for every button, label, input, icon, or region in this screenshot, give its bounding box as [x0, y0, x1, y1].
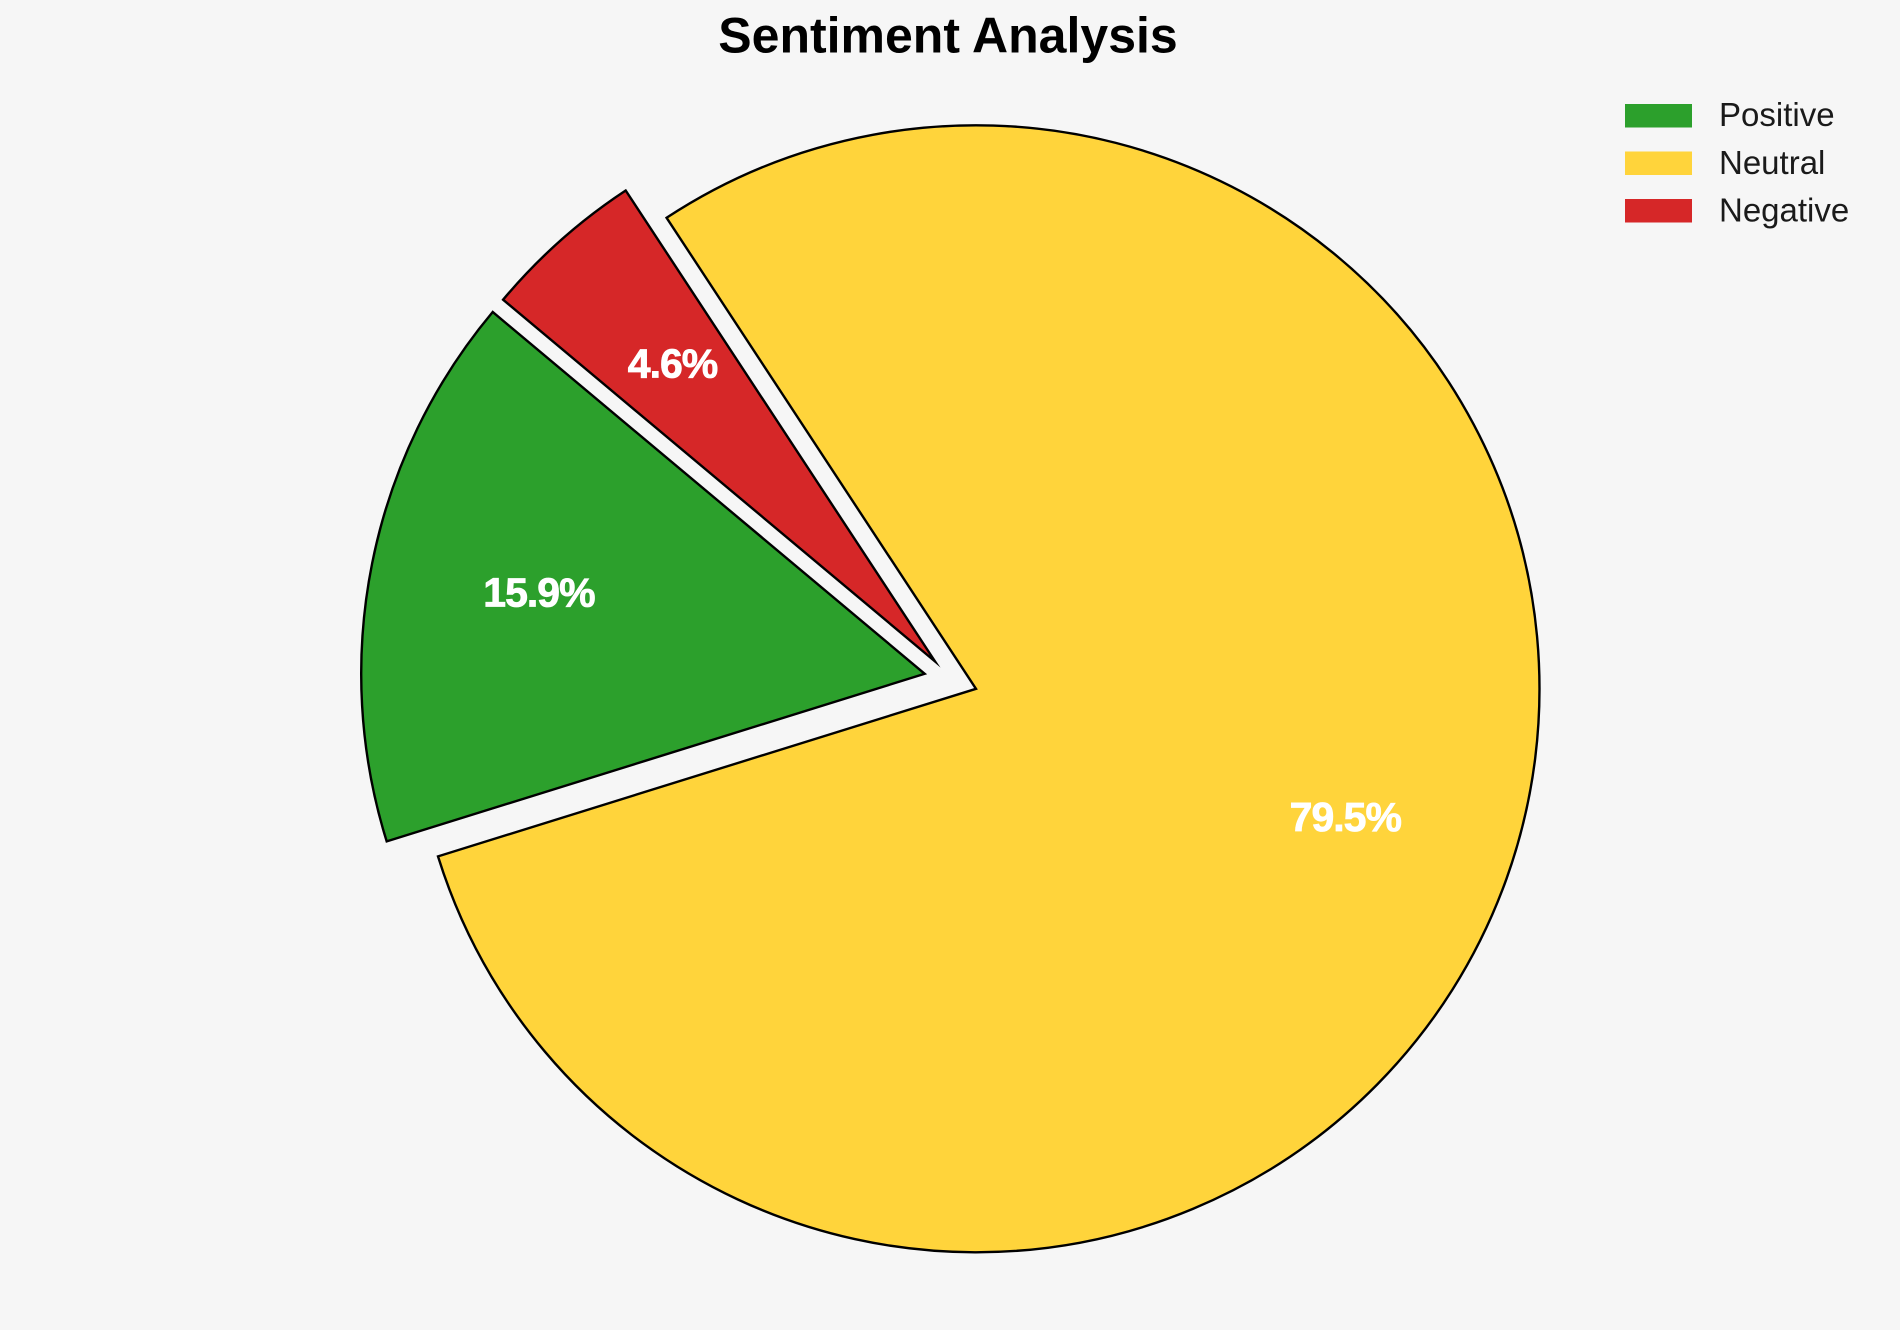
svg-text:Negative: Negative [1719, 191, 1849, 228]
svg-text:4.6%: 4.6% [628, 340, 718, 386]
svg-text:79.5%: 79.5% [1290, 794, 1402, 840]
svg-text:Positive: Positive [1719, 96, 1835, 133]
svg-text:Neutral: Neutral [1719, 144, 1825, 181]
svg-text:15.9%: 15.9% [483, 570, 595, 616]
svg-text:Sentiment Analysis: Sentiment Analysis [718, 8, 1177, 64]
